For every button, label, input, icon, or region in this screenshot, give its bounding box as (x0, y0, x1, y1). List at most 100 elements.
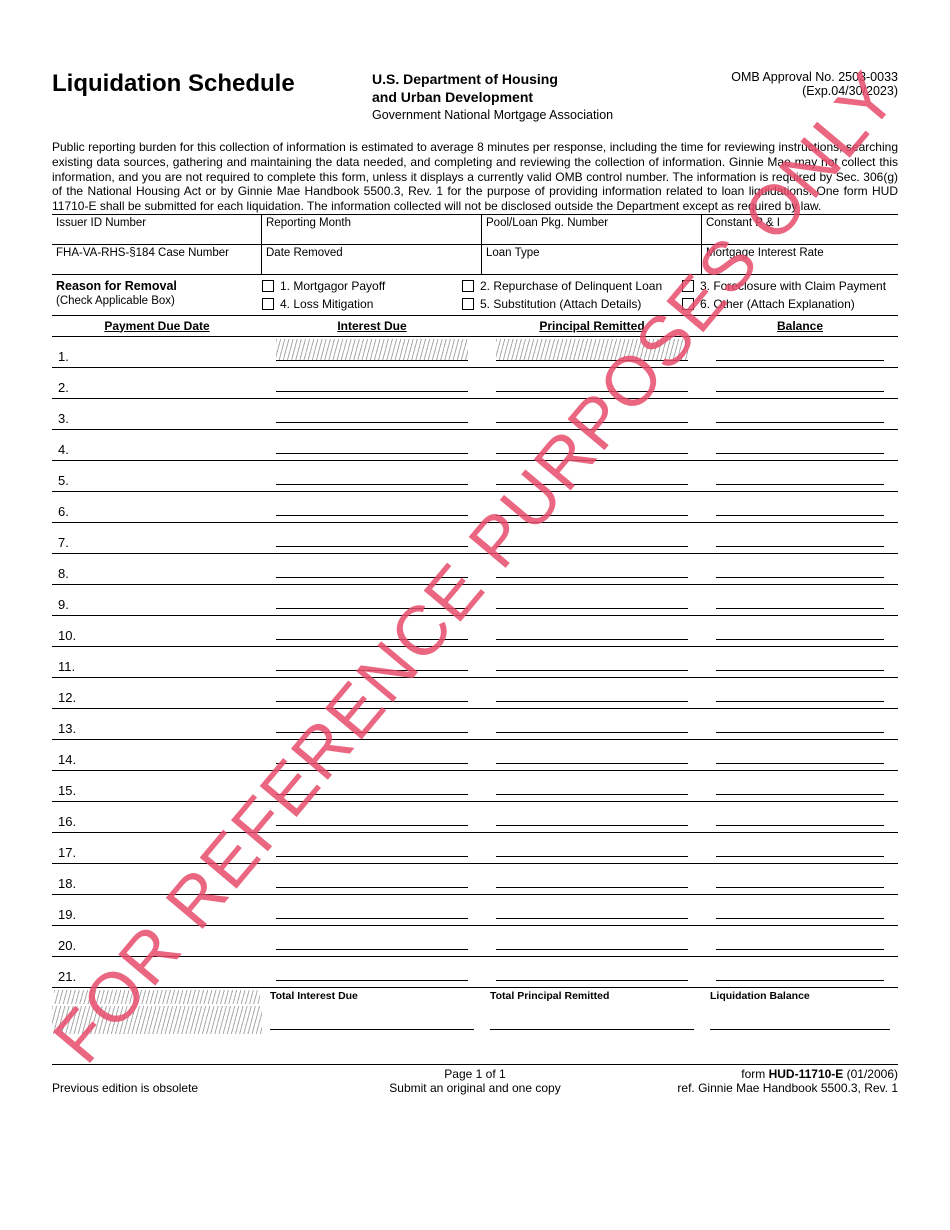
input-line[interactable] (716, 587, 884, 609)
row-cell[interactable] (482, 492, 702, 522)
row-cell[interactable] (262, 864, 482, 894)
input-line[interactable] (276, 556, 468, 578)
row-cell[interactable] (702, 430, 898, 460)
input-line[interactable] (716, 773, 884, 795)
row-cell[interactable] (702, 647, 898, 677)
row-cell[interactable] (262, 802, 482, 832)
row-cell[interactable] (482, 802, 702, 832)
row-cell[interactable] (482, 771, 702, 801)
row-cell[interactable] (702, 399, 898, 429)
input-line[interactable] (496, 959, 688, 981)
row-cell[interactable] (262, 523, 482, 553)
row-cell[interactable] (702, 492, 898, 522)
row-cell[interactable] (702, 461, 898, 491)
row-cell[interactable] (262, 585, 482, 615)
input-line[interactable] (496, 370, 688, 392)
row-cell[interactable] (262, 957, 482, 987)
input-line[interactable] (496, 680, 688, 702)
row-cell[interactable] (262, 368, 482, 398)
input-line[interactable] (276, 494, 468, 516)
row-cell[interactable] (262, 833, 482, 863)
row-cell[interactable] (702, 616, 898, 646)
input-line[interactable] (276, 525, 468, 547)
row-cell[interactable] (482, 678, 702, 708)
row-cell[interactable] (262, 709, 482, 739)
input-line[interactable] (716, 432, 884, 454)
input-line[interactable] (276, 897, 468, 919)
input-line[interactable] (496, 711, 688, 733)
row-cell[interactable] (482, 926, 702, 956)
input-line[interactable] (716, 680, 884, 702)
input-line[interactable] (276, 835, 468, 857)
checkbox[interactable] (682, 298, 694, 310)
input-line[interactable] (496, 649, 688, 671)
row-cell[interactable] (262, 616, 482, 646)
input-line[interactable] (496, 897, 688, 919)
row-cell[interactable] (702, 895, 898, 925)
row-cell[interactable] (262, 771, 482, 801)
input-line[interactable] (496, 494, 688, 516)
row-cell[interactable] (702, 771, 898, 801)
row-cell[interactable] (262, 399, 482, 429)
input-line[interactable] (276, 804, 468, 826)
input-line[interactable] (716, 866, 884, 888)
input-line[interactable] (716, 370, 884, 392)
row-cell[interactable] (702, 678, 898, 708)
row-cell[interactable] (702, 709, 898, 739)
input-line[interactable] (496, 866, 688, 888)
input-line[interactable] (496, 432, 688, 454)
input-line[interactable] (716, 711, 884, 733)
checkbox[interactable] (262, 280, 274, 292)
row-cell[interactable] (702, 523, 898, 553)
input-line[interactable] (496, 773, 688, 795)
input-line[interactable] (276, 742, 468, 764)
input-line[interactable] (716, 463, 884, 485)
row-cell[interactable] (702, 864, 898, 894)
row-cell[interactable] (482, 833, 702, 863)
checkbox[interactable] (262, 298, 274, 310)
row-cell[interactable] (482, 461, 702, 491)
row-cell[interactable] (262, 926, 482, 956)
row-cell[interactable] (702, 926, 898, 956)
row-cell[interactable] (262, 430, 482, 460)
checkbox[interactable] (462, 298, 474, 310)
input-line[interactable] (276, 618, 468, 640)
row-cell[interactable] (482, 616, 702, 646)
row-cell[interactable] (702, 368, 898, 398)
input-line[interactable] (496, 401, 688, 423)
row-cell[interactable] (482, 647, 702, 677)
input-line[interactable] (276, 773, 468, 795)
row-cell[interactable] (482, 740, 702, 770)
row-cell[interactable] (482, 709, 702, 739)
input-line[interactable] (276, 463, 468, 485)
input-line[interactable] (716, 897, 884, 919)
row-cell[interactable] (702, 554, 898, 584)
input-line[interactable] (276, 866, 468, 888)
row-cell[interactable] (262, 461, 482, 491)
input-line[interactable] (716, 835, 884, 857)
row-cell[interactable] (262, 895, 482, 925)
input-line[interactable] (716, 804, 884, 826)
input-line[interactable] (496, 618, 688, 640)
input-line[interactable] (276, 401, 468, 423)
row-cell[interactable] (262, 740, 482, 770)
checkbox[interactable] (462, 280, 474, 292)
input-line[interactable] (716, 494, 884, 516)
row-cell[interactable] (702, 337, 898, 367)
row-cell[interactable] (482, 368, 702, 398)
input-line[interactable] (716, 556, 884, 578)
input-line[interactable] (496, 804, 688, 826)
input-line[interactable] (276, 928, 468, 950)
row-cell[interactable] (262, 678, 482, 708)
row-cell[interactable] (482, 399, 702, 429)
row-cell[interactable] (262, 554, 482, 584)
input-line[interactable] (276, 649, 468, 671)
row-cell[interactable] (482, 523, 702, 553)
input-line[interactable] (276, 959, 468, 981)
row-cell[interactable] (262, 647, 482, 677)
input-line[interactable] (716, 742, 884, 764)
row-cell[interactable] (702, 740, 898, 770)
input-line[interactable] (716, 649, 884, 671)
row-cell[interactable] (482, 957, 702, 987)
input-line[interactable] (716, 401, 884, 423)
